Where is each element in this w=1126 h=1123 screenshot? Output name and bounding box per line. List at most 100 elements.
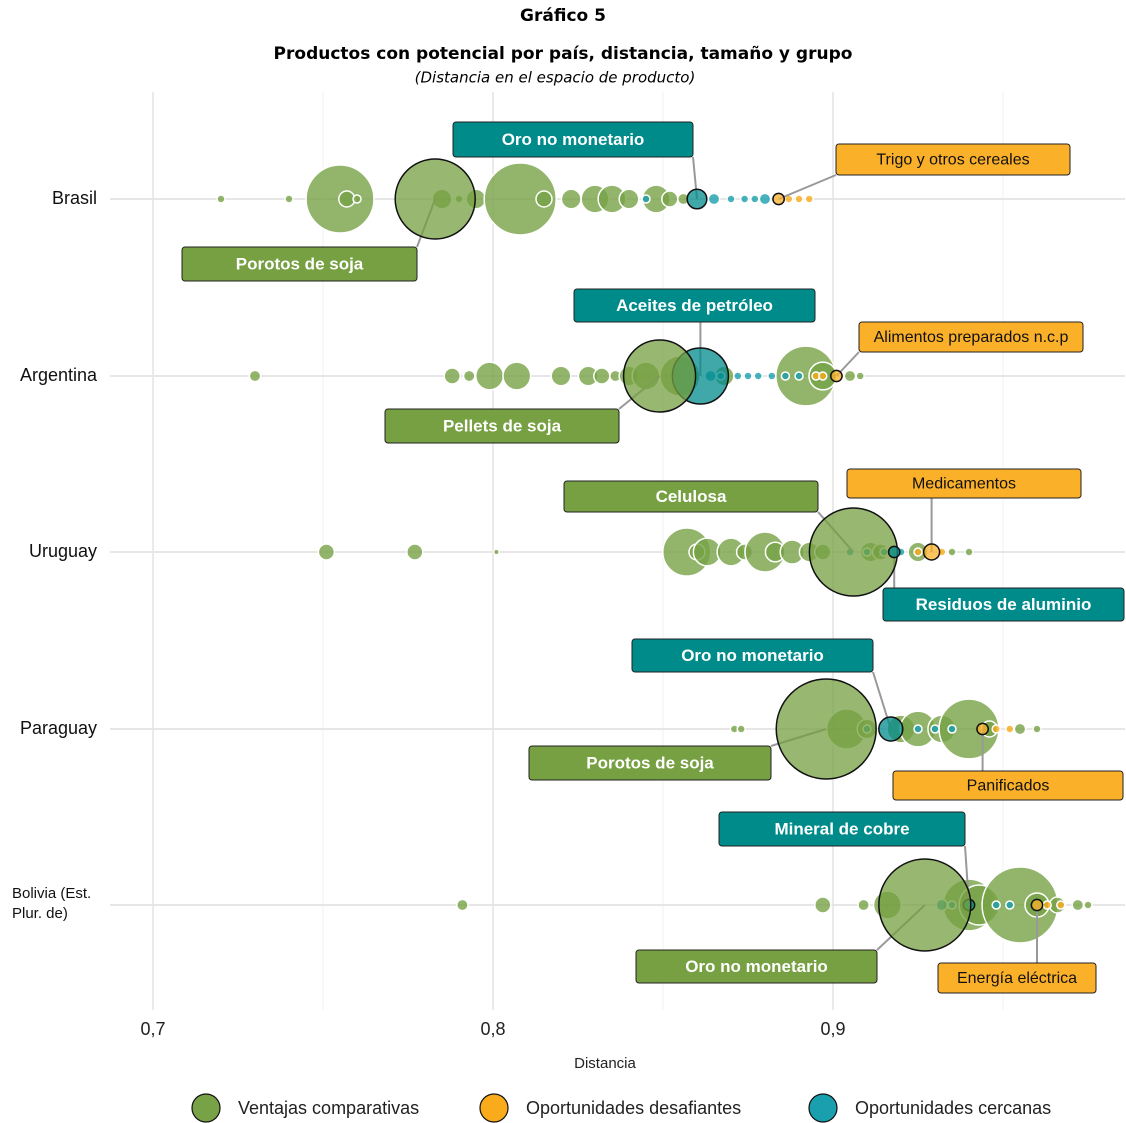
annotation-label: Porotos de soja bbox=[236, 254, 364, 273]
bubble bbox=[618, 188, 640, 210]
bubble bbox=[1032, 724, 1042, 734]
bubble bbox=[743, 371, 753, 381]
annotation-boxes: Oro no monetario Trigo y otros cereales Po… bbox=[181, 121, 1125, 994]
annotation-bubbles bbox=[394, 158, 1044, 952]
highlight-bubble bbox=[976, 722, 990, 736]
bubble bbox=[502, 361, 532, 391]
leader-line bbox=[778, 174, 837, 200]
bubble bbox=[1056, 900, 1066, 910]
highlight-bubble bbox=[829, 369, 843, 383]
bubble bbox=[707, 192, 721, 206]
highlight-bubble bbox=[878, 716, 904, 742]
highlight-bubble bbox=[622, 339, 697, 413]
highlight-bubble bbox=[922, 543, 941, 561]
bubble bbox=[843, 369, 857, 383]
legend-label: Oportunidades desafiantes bbox=[526, 1098, 741, 1118]
annotation-label: Oro no monetario bbox=[502, 130, 645, 149]
chart-subtitle: Productos con potencial por país, distan… bbox=[274, 44, 853, 64]
annotation-label: Celulosa bbox=[656, 487, 727, 506]
bubble bbox=[767, 371, 777, 381]
bubble bbox=[753, 371, 763, 381]
annotation-label: Alimentos preparados n.c.p bbox=[874, 329, 1069, 346]
highlight-bubble bbox=[878, 858, 972, 952]
bubble bbox=[455, 898, 469, 912]
x-tick-label: 0,7 bbox=[140, 1019, 165, 1039]
highlight-bubble bbox=[808, 507, 899, 597]
legend-swatch bbox=[191, 1093, 221, 1123]
bubble bbox=[216, 194, 226, 204]
highlight-bubble bbox=[686, 188, 708, 210]
bubble bbox=[814, 896, 832, 914]
annotation-label: Pellets de soja bbox=[443, 416, 562, 435]
x-tick-label: 0,9 bbox=[820, 1019, 845, 1039]
bubble bbox=[560, 188, 582, 210]
bubble bbox=[1005, 724, 1015, 734]
annotation-label: Energía eléctrica bbox=[957, 970, 1077, 987]
bubble bbox=[352, 194, 362, 204]
highlight-bubble bbox=[772, 192, 786, 206]
annotation-box bbox=[452, 121, 694, 158]
bubble bbox=[474, 361, 505, 391]
bubble bbox=[736, 724, 746, 734]
annotation-box bbox=[528, 745, 772, 781]
annotation-box bbox=[718, 811, 966, 847]
bubble bbox=[930, 724, 940, 734]
bubble bbox=[964, 547, 974, 557]
chart-title: Gráfico 5 bbox=[520, 6, 606, 26]
bubble bbox=[758, 192, 772, 206]
bubble bbox=[483, 162, 557, 236]
legend-label: Ventajas comparativas bbox=[238, 1098, 419, 1118]
highlight-bubble bbox=[887, 545, 901, 559]
bubble bbox=[726, 194, 736, 204]
annotation-label: Panificados bbox=[967, 778, 1050, 795]
chart-note: (Distancia en el espacio de producto) bbox=[415, 69, 696, 87]
bubble bbox=[947, 724, 957, 734]
highlight-bubble bbox=[1030, 898, 1044, 912]
y-tick-label: Paraguay bbox=[19, 718, 97, 738]
x-tick-label: 0,8 bbox=[480, 1019, 505, 1039]
bubble bbox=[750, 194, 760, 204]
bubble bbox=[818, 371, 828, 381]
bubble bbox=[284, 194, 294, 204]
x-axis-label: Distancia bbox=[574, 1055, 636, 1072]
bubble bbox=[248, 369, 262, 383]
annotation-box bbox=[635, 949, 878, 984]
bubble bbox=[406, 543, 424, 561]
bubble bbox=[1042, 900, 1052, 910]
legend-swatch bbox=[479, 1093, 509, 1123]
bubble bbox=[913, 724, 923, 734]
bubble bbox=[1005, 900, 1015, 910]
annotation-box bbox=[573, 288, 816, 323]
bubble bbox=[733, 371, 743, 381]
y-tick-label: Uruguay bbox=[28, 541, 97, 561]
bubble bbox=[855, 371, 865, 381]
bubble bbox=[857, 898, 871, 912]
bubble bbox=[739, 194, 750, 204]
annotation-box bbox=[384, 408, 620, 444]
bubble bbox=[1083, 900, 1093, 910]
bubble bbox=[661, 190, 679, 208]
annotation-box bbox=[181, 246, 418, 282]
bubble bbox=[550, 365, 572, 387]
y-tick-label: Bolivia (Est. Plur. de) bbox=[12, 885, 92, 922]
bubble bbox=[913, 547, 923, 557]
bubble bbox=[641, 194, 651, 204]
highlight-bubble bbox=[775, 678, 877, 780]
highlight-bubble bbox=[394, 158, 476, 240]
bubble bbox=[794, 194, 804, 204]
annotation-box bbox=[892, 770, 1124, 801]
bubble bbox=[947, 547, 957, 557]
bubble bbox=[794, 371, 804, 381]
annotation-box bbox=[563, 480, 819, 513]
annotation-box bbox=[835, 143, 1071, 176]
annotation-box bbox=[937, 962, 1097, 994]
legend-swatch bbox=[808, 1093, 838, 1123]
bubble bbox=[991, 724, 1001, 734]
annotation-label: Oro no monetario bbox=[681, 646, 824, 665]
annotation-label: Oro no monetario bbox=[685, 957, 828, 976]
bubble bbox=[1071, 898, 1085, 912]
annotation-label: Mineral de cobre bbox=[774, 819, 909, 838]
bubble bbox=[443, 367, 461, 385]
y-tick-label: Brasil bbox=[51, 188, 97, 208]
